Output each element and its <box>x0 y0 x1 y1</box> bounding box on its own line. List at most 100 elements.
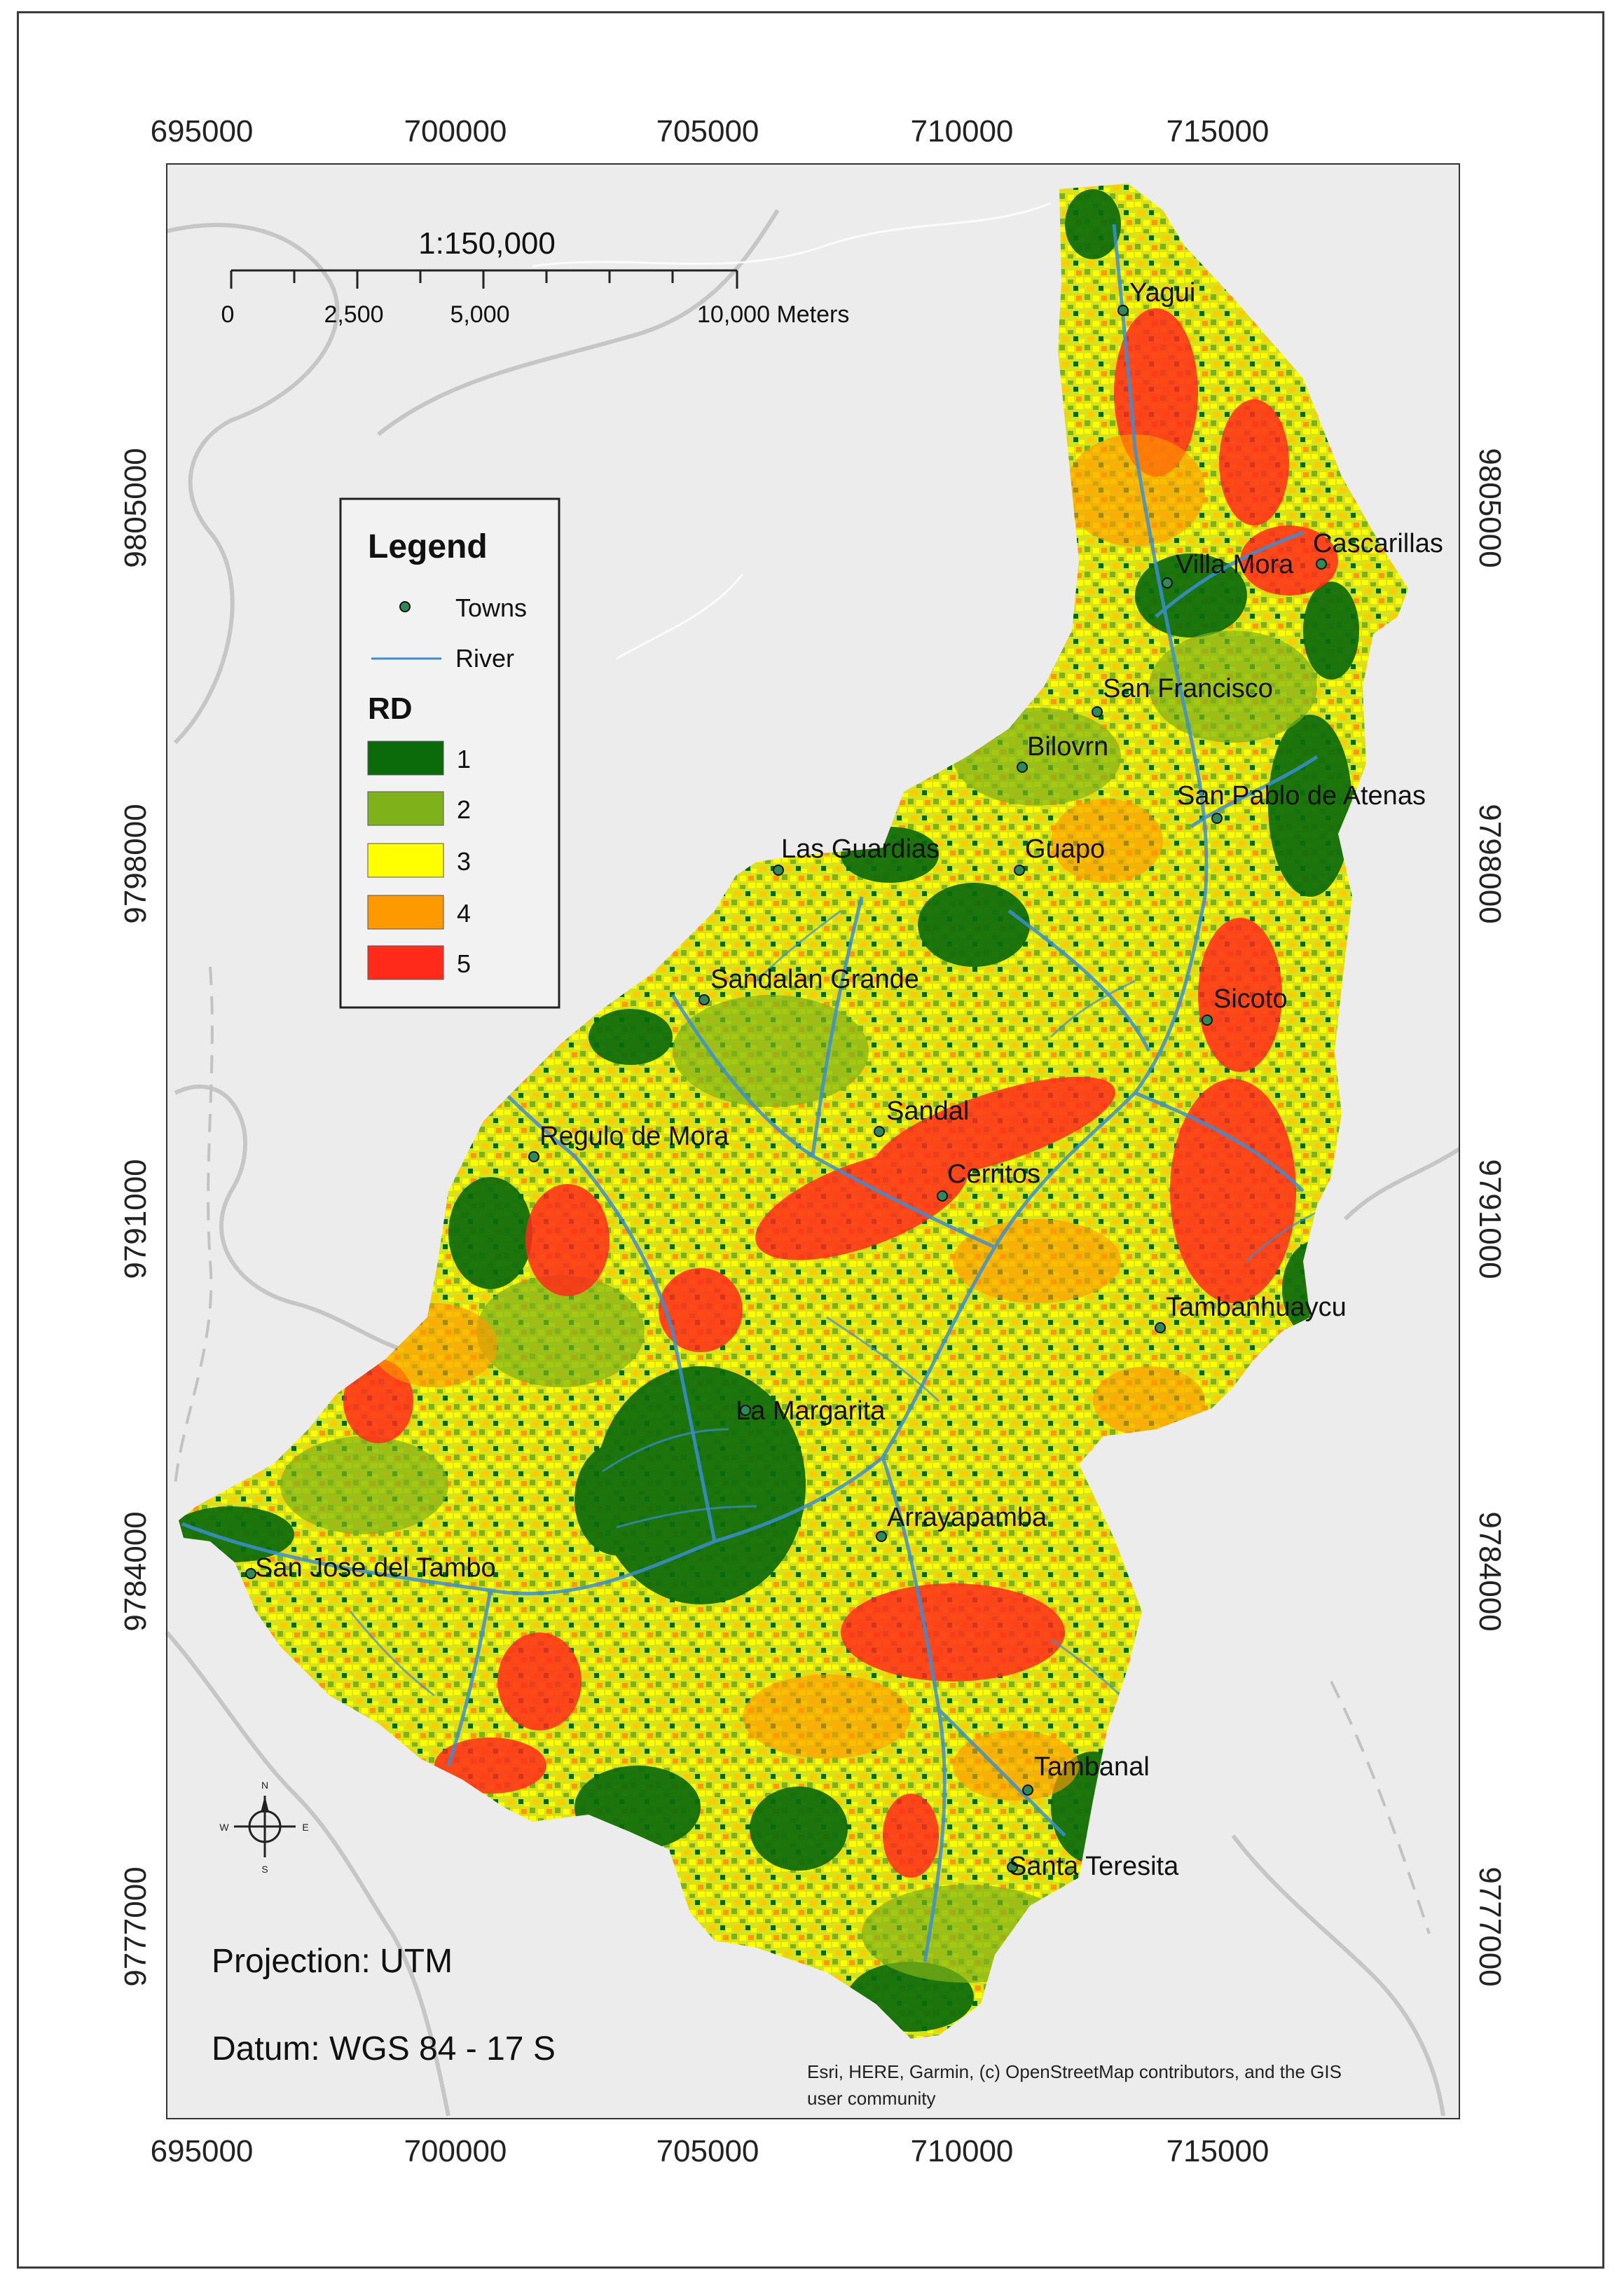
town-label: Yagui <box>1129 278 1195 308</box>
x-coord-label: 705000 <box>656 114 759 149</box>
legend-class-label: 1 <box>457 745 471 773</box>
scale-tick-label: 10,000 Meters <box>697 301 849 328</box>
town-marker-icon <box>876 1531 887 1542</box>
town-marker-icon <box>1022 1784 1033 1796</box>
x-coord-label: 700000 <box>404 2134 507 2168</box>
legend-river-label: River <box>455 644 514 673</box>
compass-e: E <box>302 1822 308 1833</box>
x-coord-label: 695000 <box>151 2134 254 2168</box>
y-coord-label: 9777000 <box>1473 1866 1507 1986</box>
town-marker-icon <box>245 1568 256 1579</box>
town-label: Cascarillas <box>1313 529 1443 558</box>
town-label: Arrayapamba <box>887 1503 1047 1532</box>
x-coord-label: 715000 <box>1167 114 1269 149</box>
town-marker-icon <box>740 1405 751 1416</box>
compass-s: S <box>261 1864 268 1875</box>
legend-swatch <box>367 843 444 878</box>
town-marker-icon <box>1117 305 1129 316</box>
page-frame <box>17 11 1604 2269</box>
legend-rd-title: RD <box>368 692 413 726</box>
town-label: Cerritos <box>947 1160 1040 1189</box>
scale-bar: 1:150,000 0 2,500 5,000 10,000 Meters <box>221 226 850 328</box>
town-label: Santa Teresita <box>1009 1852 1179 1881</box>
x-coord-label: 700000 <box>404 114 507 149</box>
legend-swatch <box>367 945 444 980</box>
town-label: Tambanhuaycu <box>1166 1293 1347 1322</box>
town-marker-icon <box>1014 865 1025 876</box>
legend-towns-label: Towns <box>455 593 527 622</box>
datum-label: Datum: WGS 84 - 17 S <box>212 2030 556 2068</box>
town-marker-icon <box>1092 706 1103 717</box>
white-roads <box>532 202 1052 660</box>
legend-swatch <box>367 741 444 776</box>
town-marker-icon <box>773 865 784 876</box>
legend-swatch <box>367 791 444 826</box>
x-coord-label: 710000 <box>911 2134 1014 2168</box>
town-label: Villa Mora <box>1176 550 1294 579</box>
scale-tick-label: 2,500 <box>324 301 383 328</box>
town-labels: Yagui Cascarillas Villa Mora San Francis… <box>255 278 1443 1881</box>
basemap-credits: Esri, HERE, Garmin, (c) OpenStreetMap co… <box>807 2061 1342 2082</box>
y-coords-right: 9805000 9798000 9791000 9784000 9777000 <box>1473 448 1507 1986</box>
y-coord-label: 9791000 <box>118 1159 153 1279</box>
compass-n: N <box>261 1780 268 1791</box>
basemap-credits-cont: user community <box>807 2088 936 2109</box>
y-coord-label: 9777000 <box>118 1866 153 1986</box>
legend-class-label: 4 <box>457 899 471 928</box>
scale-ratio: 1:150,000 <box>418 226 556 261</box>
legend-class-label: 2 <box>457 795 471 824</box>
x-coord-label: 695000 <box>151 114 254 149</box>
town-label: Sicoto <box>1213 984 1288 1014</box>
y-coord-label: 9791000 <box>1473 1159 1507 1279</box>
legend-class-label: 3 <box>457 847 471 876</box>
y-coord-label: 9784000 <box>1473 1511 1507 1631</box>
x-coord-label: 705000 <box>656 2134 759 2168</box>
y-coord-label: 9798000 <box>1473 804 1507 923</box>
town-label: San Pablo de Atenas <box>1177 781 1426 811</box>
town-marker-icon <box>874 1126 885 1137</box>
town-marker-icon <box>1007 1862 1018 1873</box>
legend: Legend Towns River RD 1 2 3 4 5 <box>339 497 560 1009</box>
x-coords-bottom: 695000 700000 705000 710000 715000 <box>151 2134 1269 2168</box>
town-label: San Francisco <box>1103 674 1273 703</box>
town-marker-icon <box>937 1190 948 1202</box>
town-label: Bilovrn <box>1027 732 1108 762</box>
town-label: Sandalan Grande <box>710 965 919 994</box>
scale-tick-label: 5,000 <box>450 301 509 328</box>
y-coord-label: 9784000 <box>118 1511 153 1631</box>
legend-title: Legend <box>368 528 488 565</box>
legend-swatch <box>367 895 444 930</box>
boundary-lines <box>174 966 1431 1934</box>
y-coord-label: 9805000 <box>118 448 153 567</box>
legend-class-swatches <box>367 741 444 980</box>
x-coord-label: 710000 <box>911 114 1014 149</box>
town-label: La Margarita <box>736 1396 886 1426</box>
scale-tick-label: 0 <box>221 301 235 328</box>
compass-w: W <box>219 1822 229 1833</box>
town-label: San Jose del Tambo <box>255 1553 496 1583</box>
x-coords-top: 695000 700000 705000 710000 715000 <box>151 114 1269 149</box>
town-label: Las Guardias <box>781 834 940 864</box>
town-label: Guapo <box>1025 834 1105 864</box>
x-coord-label: 715000 <box>1167 2134 1269 2168</box>
map-frame <box>166 163 1460 2119</box>
town-label: Tambanal <box>1034 1752 1150 1782</box>
town-marker-icon <box>1155 1322 1166 1333</box>
town-marker-icon <box>1162 577 1173 589</box>
town-marker-icon <box>399 601 411 612</box>
projection-label: Projection: UTM <box>212 1943 453 1980</box>
town-marker-icon <box>1316 558 1327 570</box>
town-marker-icon <box>1017 762 1028 773</box>
legend-class-label: 5 <box>457 949 471 978</box>
town-markers <box>245 305 1327 1873</box>
y-coord-label: 9805000 <box>1473 448 1507 567</box>
town-label: Regulo de Mora <box>539 1122 729 1151</box>
y-coord-label: 9798000 <box>118 804 153 923</box>
compass-icon: N S E W <box>219 1780 308 1875</box>
town-marker-icon <box>528 1151 539 1162</box>
town-marker-icon <box>1202 1014 1213 1026</box>
y-coords-left: 9805000 9798000 9791000 9784000 9777000 <box>118 448 153 1986</box>
town-marker-icon <box>699 994 710 1005</box>
town-marker-icon <box>1211 813 1223 824</box>
